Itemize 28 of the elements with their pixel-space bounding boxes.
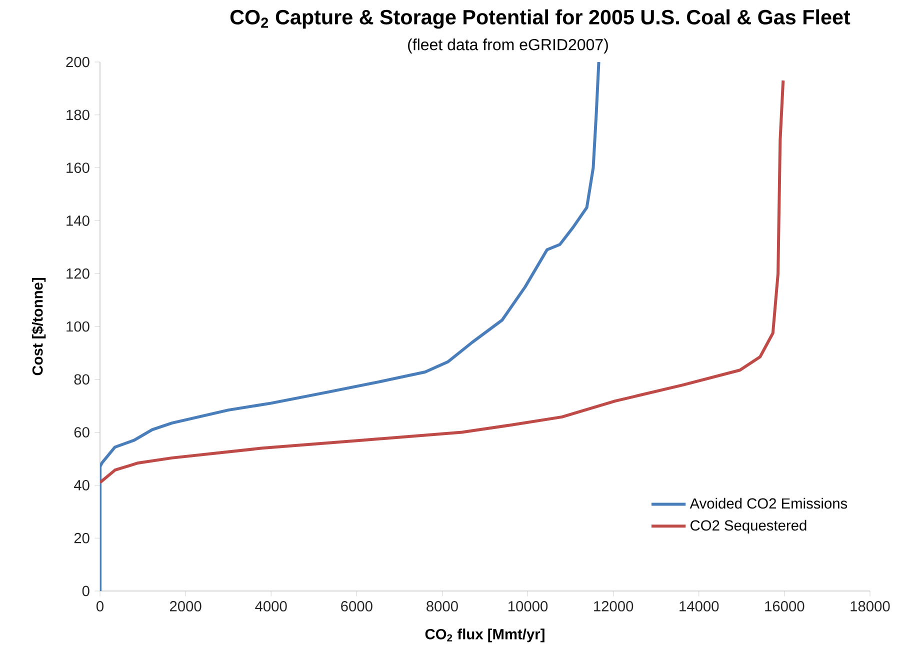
y-tick-label: 200 [66,56,90,68]
x-axis-title: CO$_{2}$ flux [Mmt/yr] [425,628,544,642]
y-tick-label: 100 [66,321,90,332]
y-tick-label: 160 [66,162,90,173]
line-series [100,79,785,484]
chart-subtitle: (fleet data from eGRID2007) [408,38,608,54]
x-tick-label: 10000 [508,601,548,612]
y-tick-label: 20 [74,532,90,544]
x-tick-label: 0 [96,601,104,612]
x-tick-label: 6000 [341,601,372,612]
y-tick-label: 0 [82,586,90,596]
x-tick-label: 8000 [426,601,458,612]
y-tick-label: 140 [66,216,90,226]
x-tick-label: 4000 [255,601,287,612]
chart-title: CO$_{2}$ Capture & Storage Potential for 2005 U.S. Coal & Gas Fleet [230,9,850,29]
y-tick-label: 120 [66,268,90,279]
x-tick-label: 14000 [680,601,719,612]
x-tick-label: 2000 [170,601,202,612]
x-tick-label: 16000 [765,601,804,612]
x-tick-label: 18000 [850,601,890,612]
y-tick-label: 60 [74,427,90,438]
legend-label: CO2 Sequestered [690,520,806,534]
y-tick-label: 180 [66,110,90,120]
legend-label: Avoided CO2 Emissions [690,498,848,509]
y-tick-label: 80 [74,374,90,385]
y-tick-label: 40 [74,480,90,490]
x-tick-label: 12000 [594,601,634,612]
y-axis-title: Cost [$/tonne] [32,278,46,376]
